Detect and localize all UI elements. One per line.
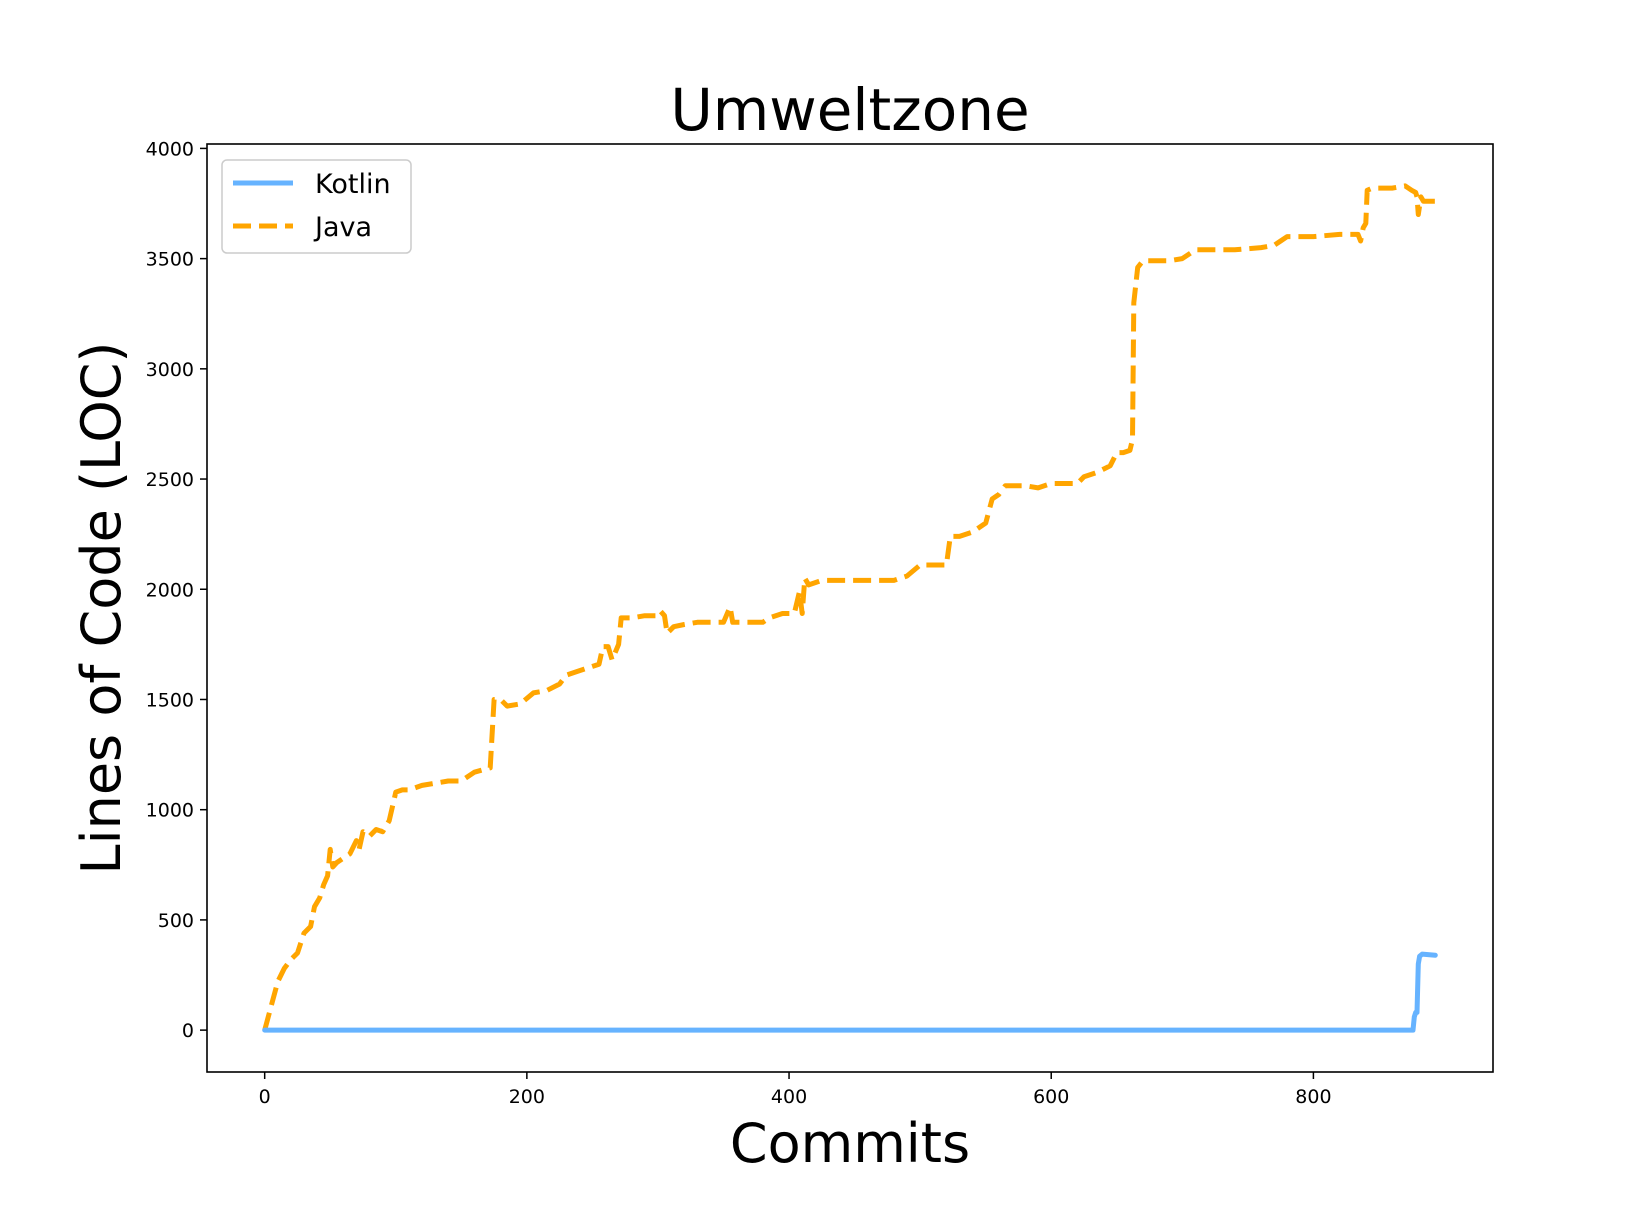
chart-title: Umweltzone xyxy=(670,76,1029,144)
y-tick-label: 1000 xyxy=(146,800,194,822)
x-tick-label: 0 xyxy=(259,1086,271,1108)
x-axis-label: Commits xyxy=(730,1112,970,1175)
y-tick-label: 2000 xyxy=(146,579,194,601)
x-tick-label: 400 xyxy=(771,1086,807,1108)
y-axis-label: Lines of Code (LOC) xyxy=(70,342,133,875)
x-tick-label: 200 xyxy=(509,1086,545,1108)
y-tick-label: 2500 xyxy=(146,469,194,491)
plot-area-frame xyxy=(206,143,1494,1073)
series-line-java xyxy=(262,183,1436,1031)
series-layer xyxy=(262,183,1438,1033)
legend-label-java: Java xyxy=(313,212,372,243)
series-line-kotlin xyxy=(262,951,1438,1033)
y-tick-label: 0 xyxy=(182,1020,194,1042)
x-axis-ticks: 0 200 400 600 800 xyxy=(259,1072,1332,1108)
y-tick-label: 4000 xyxy=(146,138,194,160)
y-axis-ticks: 0 500 1000 1500 2000 2500 3000 3500 4000 xyxy=(146,138,207,1042)
legend-label-kotlin: Kotlin xyxy=(315,169,391,200)
x-tick-label: 600 xyxy=(1033,1086,1069,1108)
x-tick-label: 800 xyxy=(1295,1086,1331,1108)
y-tick-label: 1500 xyxy=(146,689,194,711)
y-tick-label: 3500 xyxy=(146,249,194,271)
legend: Kotlin Java xyxy=(221,159,412,254)
y-tick-label: 500 xyxy=(158,910,194,932)
y-tick-label: 3000 xyxy=(146,359,194,381)
